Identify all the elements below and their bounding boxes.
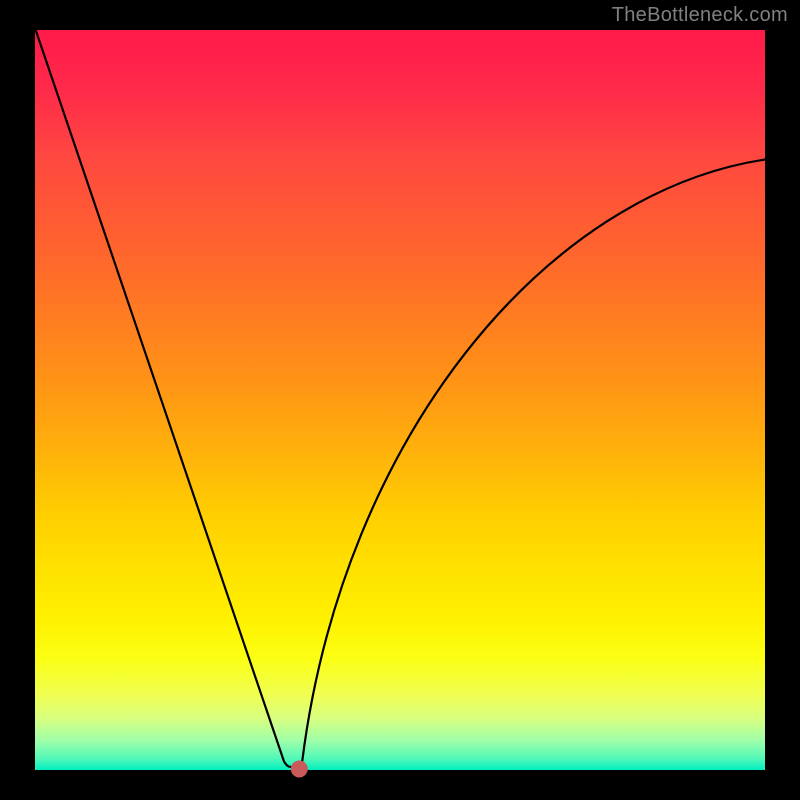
chart-canvas xyxy=(0,0,800,800)
optimum-marker xyxy=(291,761,308,778)
chart-svg xyxy=(0,0,800,800)
plot-area xyxy=(35,30,765,770)
watermark-text: TheBottleneck.com xyxy=(612,4,788,27)
